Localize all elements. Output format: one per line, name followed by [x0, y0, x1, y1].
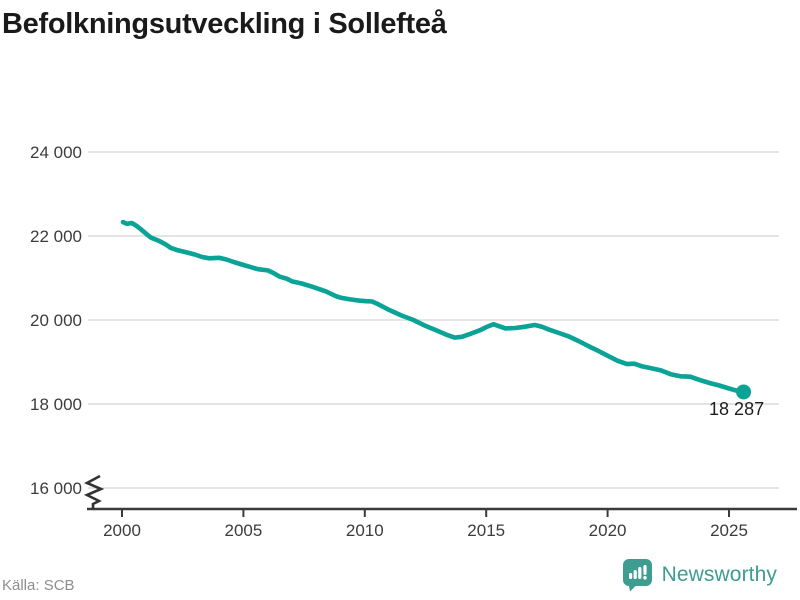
x-tick-label-2020: 2020: [589, 521, 627, 540]
axis-break-icon: [83, 474, 105, 509]
x-tick-label-2010: 2010: [346, 521, 384, 540]
last-value-label: 18 287: [709, 399, 764, 419]
newsworthy-logo-icon: [622, 559, 652, 592]
newsworthy-wordmark: Newsworthy: [661, 563, 777, 586]
population-line: [120, 219, 746, 395]
last-point-dot: [736, 384, 752, 400]
x-tick-label-2025: 2025: [710, 521, 748, 540]
chart-title: Befolkningsutveckling i Sollefteå: [2, 8, 447, 40]
bar-chart-glyph: [628, 567, 642, 579]
x-tick-label-2000: 2000: [103, 521, 141, 540]
y-tick-label-22000: 22 000: [30, 227, 82, 246]
y-tick-label-20000: 20 000: [30, 311, 82, 330]
y-tick-label-18000: 18 000: [30, 395, 82, 414]
x-tick-label-2005: 2005: [224, 521, 262, 540]
x-tick-label-2015: 2015: [467, 521, 505, 540]
speech-bubble-shape: [622, 559, 652, 592]
source-note: Källa: SCB: [2, 577, 75, 594]
newsworthy-logo: Newsworthy: [622, 558, 777, 592]
y-tick-label-24000: 24 000: [30, 143, 82, 162]
exclamation-glyph: [642, 565, 647, 580]
y-tick-label-16000: 16 000: [30, 479, 82, 498]
